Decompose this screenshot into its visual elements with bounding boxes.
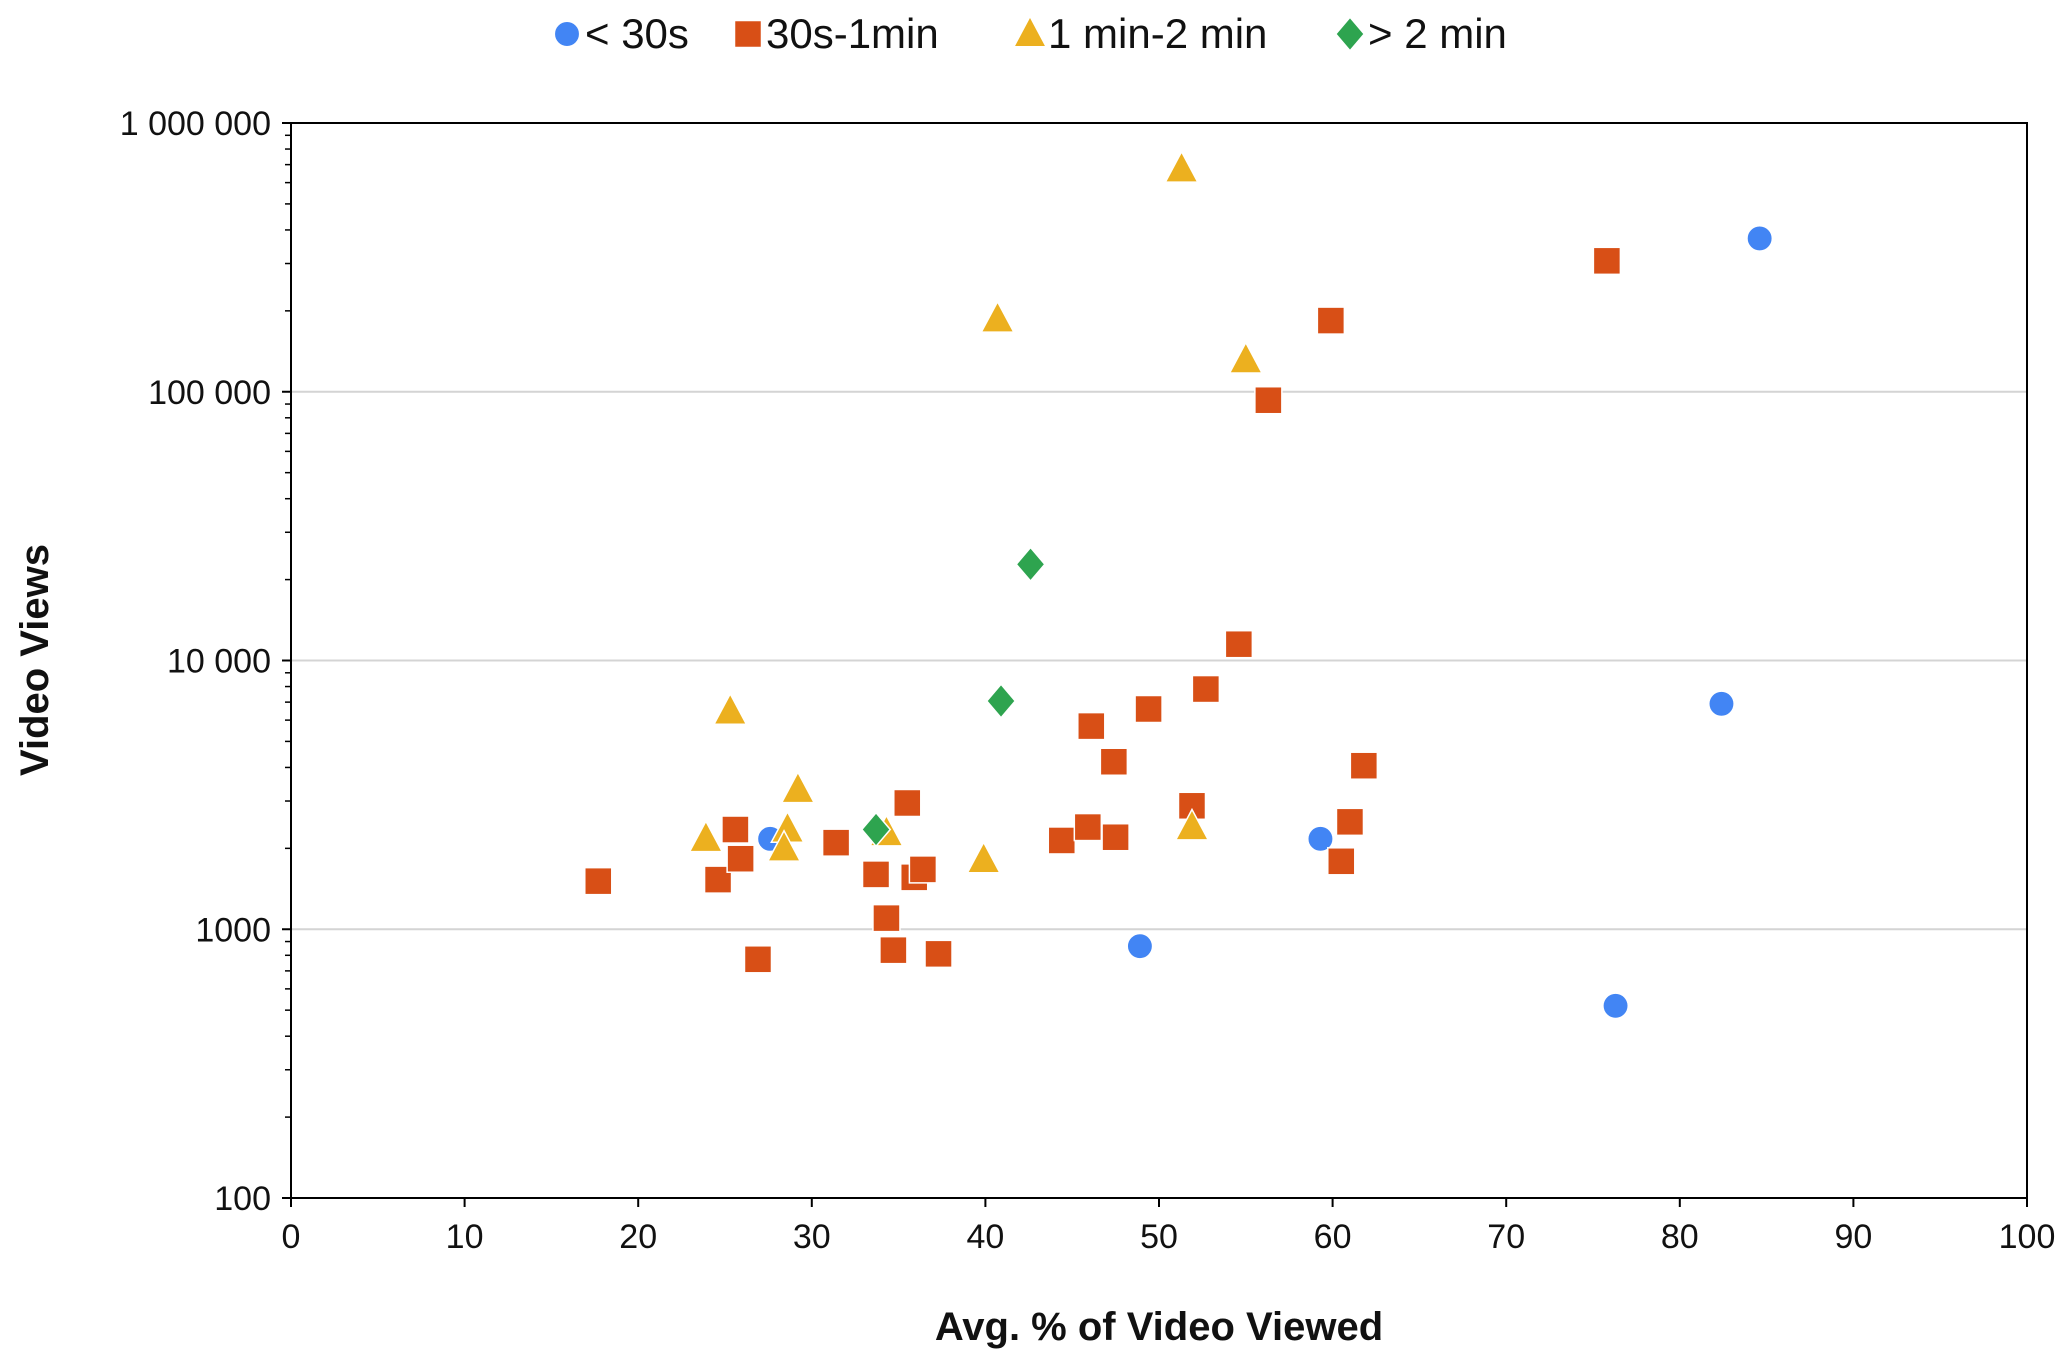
data-point-square xyxy=(908,855,938,884)
data-point-square xyxy=(584,866,613,896)
data-point-square xyxy=(1077,711,1106,741)
data-point-diamond xyxy=(985,683,1017,719)
x-tick-label: 70 xyxy=(1487,1218,1525,1256)
legend-label: > 2 min xyxy=(1368,10,1507,57)
legend-triangle-icon xyxy=(1012,14,1048,48)
x-tick-label: 40 xyxy=(966,1218,1004,1256)
data-point-square xyxy=(1592,246,1622,276)
data-point-square xyxy=(1327,847,1356,876)
data-point-square xyxy=(924,939,953,969)
data-point-triangle xyxy=(712,692,748,726)
data-point-triangle xyxy=(966,840,1002,874)
x-tick-label: 100 xyxy=(1999,1218,2056,1256)
legend-circle-icon xyxy=(553,20,581,48)
data-point-square xyxy=(1254,385,1283,415)
data-point-circle xyxy=(1746,224,1774,252)
x-tick-label: 90 xyxy=(1834,1218,1872,1256)
x-tick-label: 10 xyxy=(446,1218,484,1256)
legend-item: > 2 min xyxy=(1334,10,1507,57)
data-point-triangle xyxy=(780,770,816,804)
y-tick-label: 100 xyxy=(214,1180,271,1218)
x-axis: 0 10 20 30 40 50 60 70 80 90 100 xyxy=(282,1198,2056,1256)
data-point-circle xyxy=(1126,932,1154,960)
data-point-square xyxy=(821,828,851,857)
x-tick-label: 0 xyxy=(282,1218,301,1256)
data-points xyxy=(584,150,1774,1020)
y-axis: 1 000 000 100 000 10 000 1000 100 xyxy=(120,105,291,1218)
x-tick-label: 50 xyxy=(1140,1218,1178,1256)
data-point-square xyxy=(743,945,773,974)
data-point-square xyxy=(1099,747,1129,777)
data-point-square xyxy=(1224,629,1254,659)
data-point-triangle xyxy=(766,829,802,862)
legend-item: < 30s xyxy=(553,10,689,57)
y-tick-label: 1 000 000 xyxy=(120,105,271,143)
data-point-circle xyxy=(1307,825,1334,853)
legend-label: < 30s xyxy=(585,10,689,57)
data-point-triangle xyxy=(1164,150,1200,183)
data-point-square xyxy=(1134,694,1163,724)
data-point-square xyxy=(1047,826,1077,855)
data-point-square xyxy=(1073,812,1103,842)
data-point-square xyxy=(872,903,901,933)
data-point-square xyxy=(861,860,891,889)
legend-diamond-icon xyxy=(1334,16,1366,52)
legend-square-icon xyxy=(733,19,763,49)
legend-item: 1 min-2 min xyxy=(1012,10,1267,57)
x-axis-label: Avg. % of Video Viewed xyxy=(935,1305,1383,1349)
data-point-square xyxy=(1191,674,1221,704)
legend: < 30s 30s-1min 1 min-2 min > 2 min xyxy=(553,10,1507,57)
legend-label: 30s-1min xyxy=(766,10,939,57)
gridlines xyxy=(291,390,2027,931)
data-point-diamond xyxy=(860,811,892,848)
data-point-circle xyxy=(1708,690,1735,718)
data-point-square xyxy=(1349,751,1379,780)
data-point-triangle xyxy=(1228,341,1264,374)
y-tick-label: 100 000 xyxy=(148,374,271,412)
data-point-square xyxy=(726,844,755,873)
data-point-square xyxy=(879,935,908,965)
data-point-square xyxy=(893,788,922,818)
legend-item: 30s-1min xyxy=(733,10,939,57)
data-point-diamond xyxy=(1015,546,1046,583)
data-point-square xyxy=(1316,306,1346,335)
x-tick-label: 60 xyxy=(1314,1218,1352,1256)
data-point-triangle xyxy=(1174,807,1210,841)
x-tick-label: 20 xyxy=(619,1218,657,1256)
y-tick-label: 10 000 xyxy=(167,643,271,681)
data-point-triangle xyxy=(980,300,1016,333)
data-point-triangle xyxy=(688,819,724,853)
x-tick-label: 30 xyxy=(793,1218,831,1256)
y-tick-label: 1000 xyxy=(195,911,271,949)
data-point-square xyxy=(721,815,750,844)
data-point-square xyxy=(1335,807,1365,837)
data-point-square xyxy=(1101,822,1130,852)
data-point-circle xyxy=(1602,992,1630,1020)
y-axis-label: Video Views xyxy=(13,544,57,776)
legend-label: 1 min-2 min xyxy=(1048,10,1267,57)
x-tick-label: 80 xyxy=(1661,1218,1699,1256)
